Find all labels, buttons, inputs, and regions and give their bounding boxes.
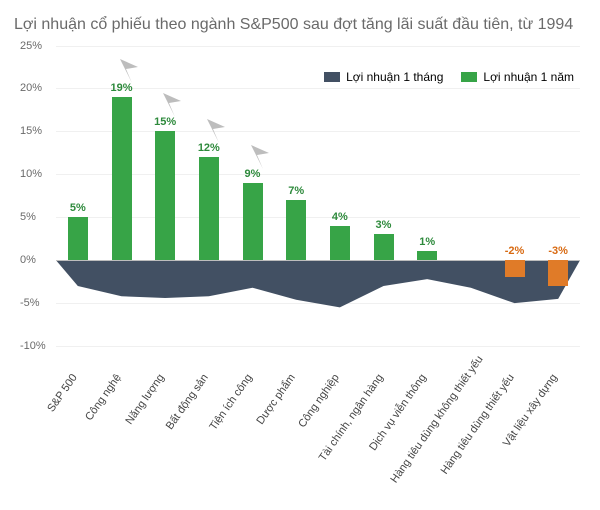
y-tick-label: -10% (20, 340, 56, 352)
zero-line (56, 260, 580, 261)
bar-value-label: 19% (107, 82, 137, 94)
x-category-label: Hàng tiêu dùng thiết yếu (432, 372, 516, 485)
chart-plot-area: -10%-5%0%5%10%15%20%25% 5%19%15%12%9%7%4… (20, 46, 580, 346)
bar (199, 157, 219, 260)
bar-value-label: -3% (543, 245, 573, 257)
x-category-label: Công nghệ (39, 372, 123, 485)
y-tick-label: 10% (20, 168, 56, 180)
y-tick-label: 20% (20, 82, 56, 94)
plot: 5% 19% 15% 12% 9% 7% 4% 3% 1% -2% -3% (56, 46, 580, 346)
y-tick-label: -5% (20, 297, 56, 309)
chart-title: Lợi nhuận cổ phiếu theo ngành S&P500 sau… (14, 14, 586, 36)
x-category-label: Hàng tiêu dùng không thiết yếu (388, 372, 472, 485)
x-category-label: Tài chính, ngân hàng (301, 372, 385, 485)
bar-value-label: 15% (150, 116, 180, 128)
grid-line (56, 346, 580, 347)
bar-value-label: 3% (369, 219, 399, 231)
x-category-label: S&P 500 (0, 372, 80, 485)
bar (286, 200, 306, 260)
bar-value-label: 9% (238, 168, 268, 180)
y-axis-ticks: -10%-5%0%5%10%15%20%25% (20, 46, 56, 346)
bar (112, 97, 132, 260)
bar (417, 251, 437, 260)
y-tick-label: 25% (20, 40, 56, 52)
bar (243, 183, 263, 260)
arrow-down-icon (159, 91, 185, 117)
bar-value-label: 5% (63, 202, 93, 214)
x-category-label: Dịch vụ viễn thông (345, 372, 429, 485)
bar (155, 131, 175, 260)
arrow-down-icon (116, 57, 142, 83)
arrow-down-icon (203, 117, 229, 143)
bar (505, 260, 525, 277)
bar (68, 217, 88, 260)
x-category-label: Công nghiệp (257, 372, 341, 485)
bar-value-label: 4% (325, 211, 355, 223)
bar (330, 226, 350, 260)
bar (548, 260, 568, 286)
x-category-label: Dược phẩm (214, 372, 298, 485)
bar (374, 234, 394, 260)
bar-value-label: -2% (500, 245, 530, 257)
chart-container: Lợi nhuận cổ phiếu theo ngành S&P500 sau… (0, 0, 600, 510)
bar-value-label: 12% (194, 142, 224, 154)
x-category-label: Tiện ích công (170, 372, 254, 485)
y-tick-label: 0% (20, 254, 56, 266)
bar-value-label: 7% (281, 185, 311, 197)
y-tick-label: 5% (20, 211, 56, 223)
x-category-label: Vật liệu xây dựng (476, 372, 560, 485)
arrow-down-icon (247, 143, 273, 169)
x-category-label: Năng lượng (83, 372, 167, 485)
y-tick-label: 15% (20, 125, 56, 137)
x-category-label: Bất động sản (126, 372, 210, 485)
x-axis-labels: S&P 500Công nghệNăng lượngBất động sảnTi… (42, 372, 566, 502)
bar-value-label: 1% (412, 236, 442, 248)
